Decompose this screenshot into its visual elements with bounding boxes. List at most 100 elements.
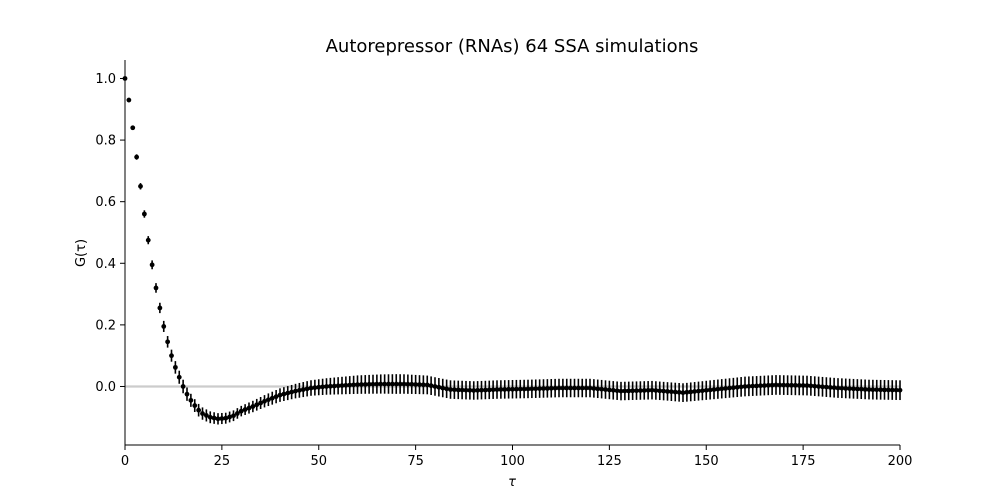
data-point [723,386,729,391]
data-point [517,386,523,392]
data-point [510,386,515,392]
data-point [130,125,136,131]
data-point [141,211,147,217]
data-point [471,388,477,393]
data-point [544,385,550,391]
data-point [816,384,822,389]
data-point [789,382,794,388]
x-tick-label: 25 [214,454,231,469]
data-point [440,385,446,391]
data-point [455,387,461,393]
data-point [420,382,426,388]
data-point [634,388,639,394]
data-point [331,383,337,389]
data-point [324,384,329,389]
data-point [145,237,151,243]
data-point [692,389,698,394]
data-point [575,385,581,391]
data-point [355,382,360,388]
data-point [645,387,651,393]
data-point [459,387,465,393]
data-point [277,392,283,398]
data-point [358,382,364,387]
data-point [699,388,705,394]
data-point [854,386,860,392]
data-point [626,388,632,394]
data-point [498,387,504,392]
data-point [265,397,271,403]
data-point [734,384,740,390]
data-point [378,381,384,387]
data-point [149,262,155,268]
data-point [835,385,841,391]
data-point [238,408,244,414]
data-point [785,382,791,388]
data-point [234,411,240,416]
data-point [754,383,760,389]
data-point [463,387,469,393]
y-axis-label: G(τ) [74,239,89,267]
chart-title: Autorepressor (RNAs) 64 SSA simulations [326,36,699,57]
data-point [808,383,814,389]
data-point [490,387,496,393]
data-point [401,381,407,387]
data-point [889,387,895,393]
data-point [227,414,233,420]
data-point [537,386,543,391]
data-point [316,384,322,390]
data-point [870,387,876,393]
data-point [812,383,818,389]
data-point [606,387,612,393]
data-point [467,387,473,393]
data-point [843,386,849,391]
data-point [572,385,577,391]
data-point [533,386,539,392]
data-point [308,385,314,391]
data-point [304,386,310,392]
data-point [672,389,678,395]
data-point [176,374,182,380]
data-point [409,381,415,387]
data-point [293,388,298,394]
data-point [548,385,554,391]
data-point [653,388,659,393]
errorbar-layer [124,77,901,425]
data-point [192,403,198,408]
points-layer [122,76,903,422]
data-point [269,395,275,401]
data-point [196,407,202,413]
data-point [820,384,825,390]
data-point [568,385,574,391]
x-tick-label: 200 [888,454,913,469]
data-point [273,394,279,400]
data-point [750,383,756,389]
data-point [715,386,721,392]
data-point [769,382,775,388]
data-point [897,387,903,393]
y-tick-label: 0.2 [95,318,116,333]
data-point [599,386,605,392]
data-point [347,382,353,388]
data-point [727,385,732,391]
data-point [661,388,667,394]
data-point [688,389,694,395]
data-point [885,387,891,393]
data-point [781,382,787,388]
data-point [560,385,566,391]
data-point [878,387,884,393]
data-point [765,382,771,388]
data-point [874,387,880,393]
data-point [591,386,597,391]
data-point [413,382,419,387]
data-point [641,388,647,393]
data-point [246,405,252,411]
axis-layer: 0 25 50 75 100 125 150 175 200 0.0 0.2 0.4 0.6 0.8 1.0 [95,60,912,469]
x-tick-label: 100 [500,454,525,469]
data-point [134,154,140,160]
data-point [343,382,349,388]
data-point [761,383,767,388]
data-point [397,381,403,387]
data-point [200,411,205,416]
data-point [289,389,295,395]
